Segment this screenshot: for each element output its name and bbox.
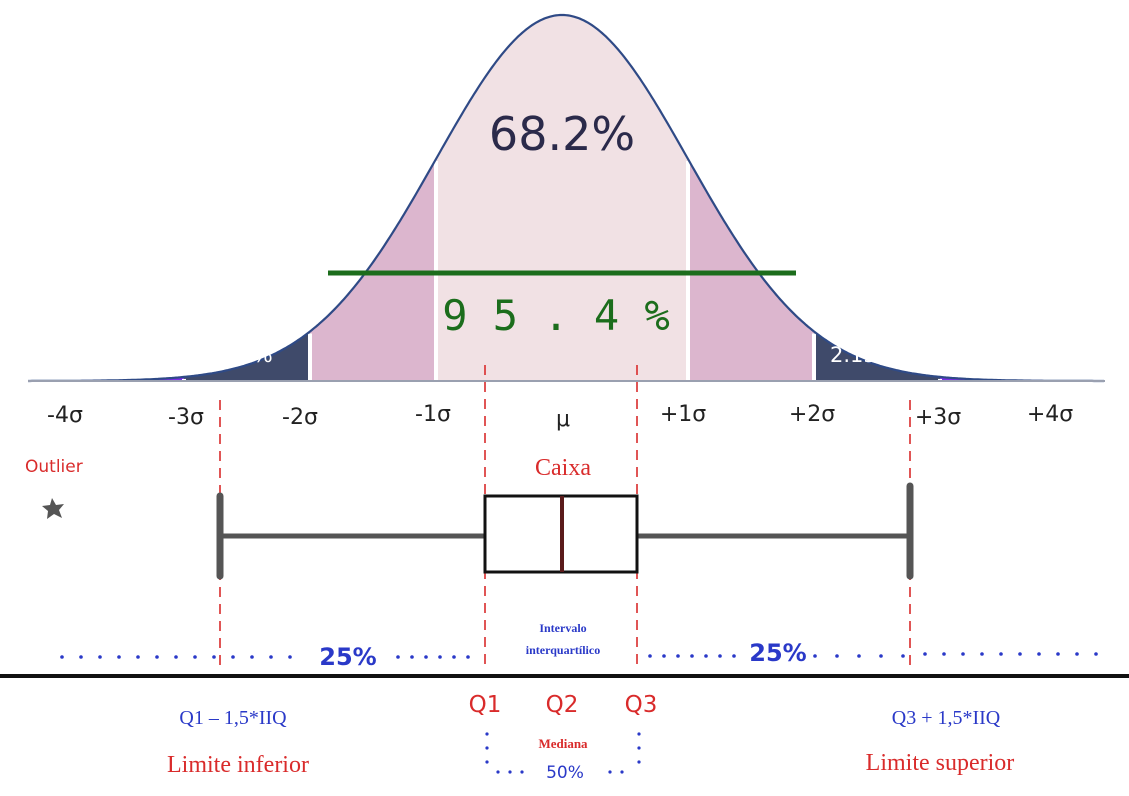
proportion-dot [704, 654, 708, 658]
proportion-dot [466, 655, 470, 659]
proportion-dot [438, 655, 442, 659]
bracket-dot [608, 770, 612, 774]
pct-inner-label: 68.2% [489, 107, 635, 161]
pct-left-label: 25% [319, 643, 376, 671]
proportion-dot [676, 654, 680, 658]
pct-middle-label: 9 5 . 4 % [442, 291, 670, 340]
proportion-dot [901, 654, 905, 658]
proportion-dot [732, 654, 736, 658]
proportion-dot [879, 654, 883, 658]
proportion-dot [231, 655, 235, 659]
band-tail-right [814, 331, 940, 381]
proportion-dot [923, 652, 927, 656]
median-label: Mediana [538, 736, 588, 751]
bracket-dot [637, 760, 641, 764]
proportion-dot [857, 654, 861, 658]
bracket-dot [520, 770, 524, 774]
proportion-dot [1075, 652, 1079, 656]
proportion-dot [452, 655, 456, 659]
proportion-dot [813, 654, 817, 658]
q3-label: Q3 [625, 692, 658, 718]
proportion-dot [999, 652, 1003, 656]
proportion-dot [961, 652, 965, 656]
proportion-dot [288, 655, 292, 659]
proportion-dot [193, 655, 197, 659]
proportion-dot [1056, 652, 1060, 656]
proportion-dot [690, 654, 694, 658]
pct-tail-left-label: 2.15% [206, 343, 273, 367]
proportion-dot [136, 655, 140, 659]
bracket-dot [637, 746, 641, 750]
proportion-dot [648, 654, 652, 658]
axis-label-plus1: +1σ [660, 402, 706, 427]
bracket-dot [508, 770, 512, 774]
proportion-dot [980, 652, 984, 656]
proportion-dot [396, 655, 400, 659]
proportion-dot [212, 655, 216, 659]
proportion-dot [662, 654, 666, 658]
q2-label: Q2 [546, 692, 579, 718]
bracket-dot [637, 732, 641, 736]
normal-curve [28, 13, 1104, 383]
bracket-dot [485, 760, 489, 764]
axis-label-plus4: +4σ [1027, 402, 1073, 427]
proportion-dot [174, 655, 178, 659]
lower-limit-name: Limite inferior [167, 752, 309, 778]
proportion-dot [269, 655, 273, 659]
outlier-label: Outlier [25, 457, 83, 477]
axis-label-plus3: +3σ [915, 405, 961, 430]
proportion-dot [155, 655, 159, 659]
bracket-dot [620, 770, 624, 774]
proportion-dot [942, 652, 946, 656]
axis-label-mu: μ [556, 407, 570, 432]
pct-center-label: 50% [546, 763, 584, 783]
band-tail-left [184, 331, 310, 381]
bracket-dot [485, 732, 489, 736]
proportion-dot [117, 655, 121, 659]
iqr-label-line1: Intervalo [539, 621, 586, 635]
proportion-dot [1018, 652, 1022, 656]
proportion-dot [1094, 652, 1098, 656]
axis-label-minus3: -3σ [168, 405, 204, 430]
outlier-star-icon [42, 498, 64, 519]
proportion-dot [79, 655, 83, 659]
proportion-dot [718, 654, 722, 658]
sigma-axis-labels: -4σ -3σ -2σ -1σ μ +1σ +2σ +3σ +4σ [47, 402, 1073, 432]
upper-limit-formula: Q3 + 1,5*IIQ [892, 707, 1001, 729]
band-inner [436, 15, 688, 381]
lower-limit-formula: Q1 – 1,5*IIQ [179, 707, 287, 729]
bracket-dot [496, 770, 500, 774]
pct-right-label: 25% [749, 639, 806, 667]
box-label: Caixa [535, 455, 591, 481]
axis-label-minus4: -4σ [47, 403, 83, 428]
upper-limit-name: Limite superior [866, 750, 1015, 776]
guide-lines [219, 365, 911, 668]
proportion-dot [250, 655, 254, 659]
boxplot [216, 482, 914, 580]
proportion-dot [60, 655, 64, 659]
bracket-dot [485, 746, 489, 750]
iqr-label-line2: interquartílico [526, 643, 600, 657]
q1-label: Q1 [469, 692, 502, 718]
proportion-dot [98, 655, 102, 659]
proportion-dots [60, 652, 1098, 659]
axis-label-minus1: -1σ [415, 402, 451, 427]
fifty-pct-bracket [485, 732, 641, 774]
proportion-dot [424, 655, 428, 659]
axis-label-plus2: +2σ [789, 402, 835, 427]
proportion-dot [1037, 652, 1041, 656]
proportion-dot [410, 655, 414, 659]
pct-tail-right-label: 2.15% [830, 343, 897, 367]
proportion-dot [835, 654, 839, 658]
axis-label-minus2: -2σ [282, 405, 318, 430]
